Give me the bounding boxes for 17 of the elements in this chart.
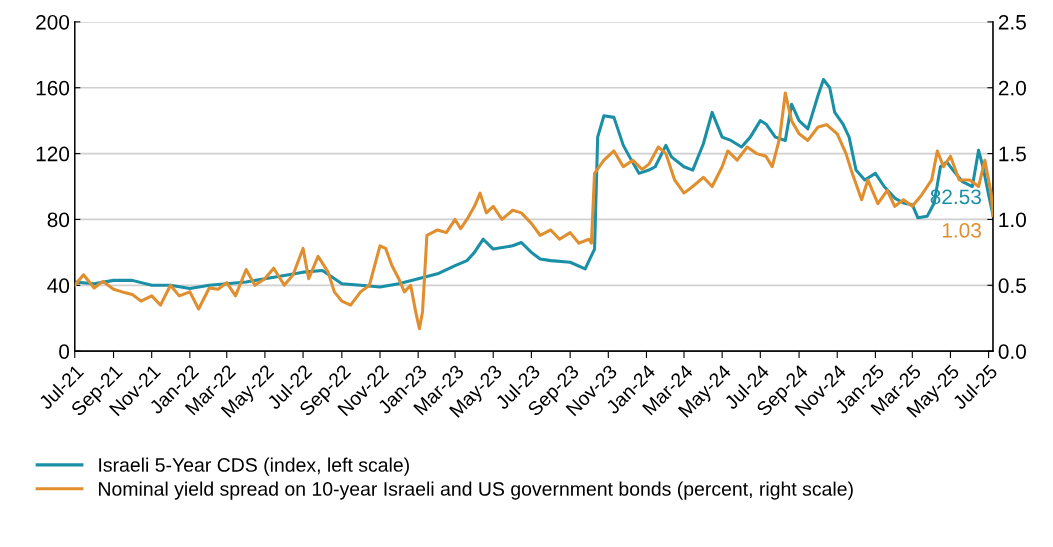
y2-tick-label: 0.5 xyxy=(998,278,1026,294)
y2-tick-label: 0.0 xyxy=(998,344,1026,359)
y-tick-label: 40 xyxy=(47,278,70,294)
legend-label: Israeli 5-Year CDS (index, left scale) xyxy=(99,457,409,476)
y-tick-label: 160 xyxy=(36,80,70,96)
line-series xyxy=(74,91,993,331)
legend-label: Nominal yield spread on 10-year Israeli and US government bonds (percent, right scale) xyxy=(99,481,853,500)
data-label: 1.03 xyxy=(942,223,981,238)
y-tick-label: 80 xyxy=(47,212,70,228)
y-tick-label: 200 xyxy=(36,14,70,30)
y-tick-label: 120 xyxy=(36,146,70,162)
y-tick-label: 0 xyxy=(59,344,70,359)
y2-tick-label: 2.5 xyxy=(998,14,1026,30)
y2-tick-label: 1.0 xyxy=(999,212,1026,228)
y2-tick-label: 1.5 xyxy=(999,146,1026,162)
line-series xyxy=(74,77,993,291)
y2-tick-label: 2.0 xyxy=(998,80,1026,96)
